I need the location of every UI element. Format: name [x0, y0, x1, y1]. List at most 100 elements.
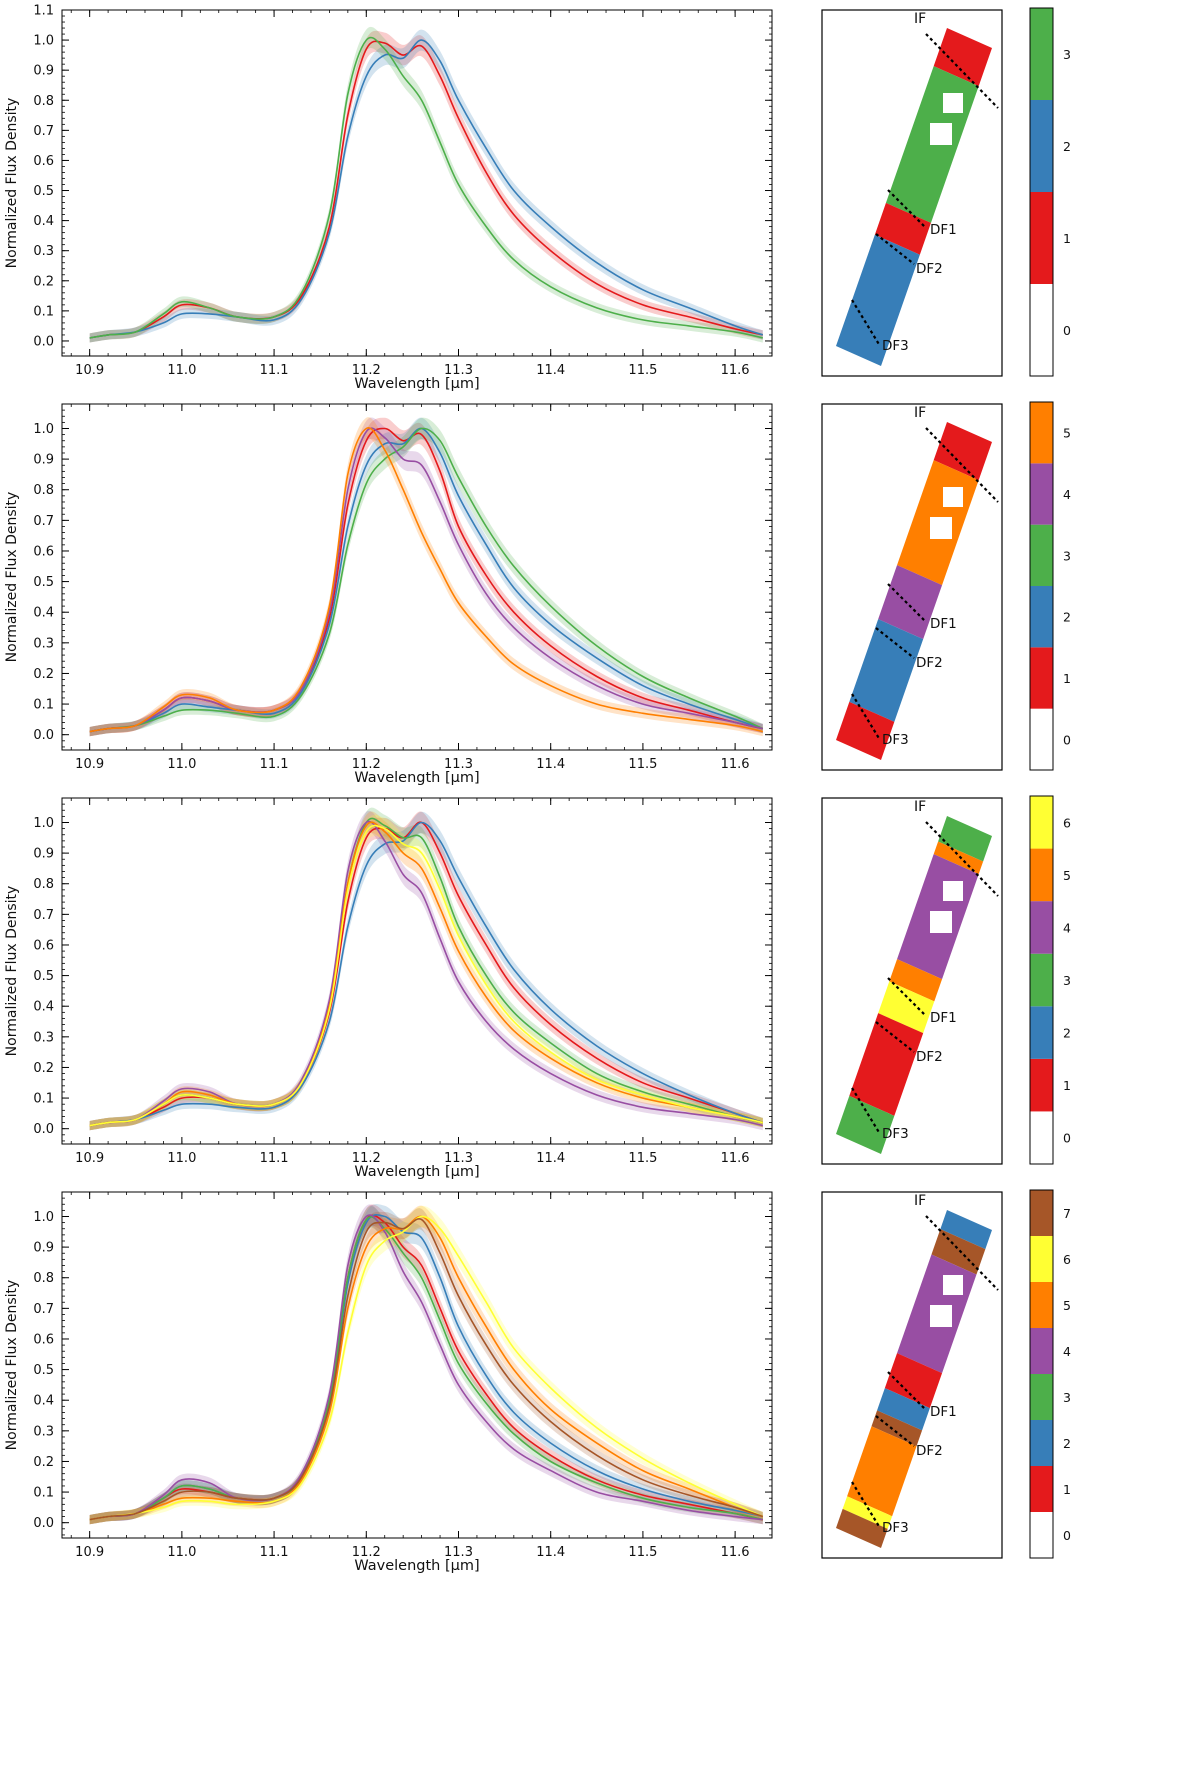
colorbar-label: 2 [1063, 610, 1071, 625]
colorbar-segment-3 [1030, 524, 1053, 586]
x-tick-label: 11.4 [536, 1151, 565, 1166]
series-line-5 [89, 427, 763, 733]
map-label-df1: DF1 [930, 616, 957, 632]
series-band-3 [89, 417, 763, 737]
x-tick-label: 11.1 [260, 1151, 289, 1166]
map-region-6 [847, 1426, 917, 1517]
map-mask [930, 517, 952, 539]
colorbar-label: 2 [1063, 139, 1071, 154]
colorbar-segment-4 [1030, 901, 1053, 954]
y-tick-label: 0.9 [33, 847, 54, 862]
y-tick-label: 0.1 [33, 698, 54, 713]
colorbar-segment-6 [1030, 1236, 1053, 1282]
colorbar-frame [1029, 1189, 1054, 1559]
map-region-4 [877, 1388, 930, 1431]
series-line-2 [89, 39, 764, 339]
colorbar-segment-5 [1030, 1282, 1053, 1328]
y-tick-label: 0.7 [33, 514, 54, 529]
x-tick-label: 11.1 [260, 363, 289, 378]
colorbar-frame [1029, 7, 1054, 377]
series-line-4 [89, 1214, 763, 1521]
y-tick-label: 0.7 [33, 124, 54, 139]
colorbar-label: 4 [1063, 920, 1071, 935]
front-line-df2 [875, 1021, 915, 1053]
x-tick-label: 11.3 [444, 1545, 473, 1560]
map-label-if: IF [914, 11, 926, 27]
colorbar-label: 6 [1063, 1252, 1071, 1267]
plot-area [61, 9, 773, 357]
colorbar-label: 2 [1063, 1436, 1071, 1451]
front-line-df3 [851, 1087, 881, 1135]
y-axis-label: Normalized Flux Density [4, 1280, 20, 1451]
x-tick-label: 11.3 [444, 363, 473, 378]
map-region-3 [836, 234, 920, 366]
x-tick-label: 11.0 [167, 1545, 196, 1560]
colorbar-frame [1029, 401, 1054, 771]
y-tick-label: 0.3 [33, 1424, 54, 1439]
y-tick-label: 0.6 [33, 154, 54, 169]
front-line-df1 [887, 583, 927, 623]
front-line-df1 [887, 189, 927, 229]
y-tick-label: 0.2 [33, 1455, 54, 1470]
series-line-2 [89, 821, 764, 1127]
y-tick-label: 0.5 [33, 575, 54, 590]
series-band-1 [89, 1204, 763, 1525]
y-tick-label: 0.1 [33, 1486, 54, 1501]
colorbar-segment-1 [1030, 647, 1053, 709]
y-tick-label: 0.9 [33, 64, 54, 79]
map-mask [930, 1305, 952, 1327]
y-tick-label: 0.5 [33, 184, 54, 199]
y-tick-label: 0.2 [33, 274, 54, 289]
colorbar-segment-3 [1030, 8, 1053, 100]
map-region-0 [940, 1210, 992, 1250]
map-label-df1: DF1 [930, 1010, 957, 1026]
colorbar-label: 3 [1063, 47, 1071, 62]
y-tick-label: 0.7 [33, 908, 54, 923]
colorbar-segment-2 [1030, 100, 1053, 192]
y-tick-label: 0.8 [33, 94, 54, 109]
colorbar-segment-0 [1030, 708, 1053, 770]
x-tick-label: 11.6 [721, 1151, 750, 1166]
series-line-1 [89, 1214, 763, 1521]
colorbar-label: 0 [1063, 323, 1071, 338]
map-region-6 [836, 1095, 895, 1154]
map-region-3 [884, 1353, 943, 1409]
map-region-0 [933, 422, 992, 481]
colorbar-segment-0 [1030, 284, 1053, 376]
x-tick-label: 11.5 [628, 363, 657, 378]
front-line-df2 [875, 233, 915, 265]
x-tick-label: 11.2 [352, 1545, 381, 1560]
colorbar-segment-5 [1030, 402, 1053, 464]
y-tick-label: 0.3 [33, 636, 54, 651]
y-axis-label: Normalized Flux Density [4, 98, 20, 269]
series-line-6 [89, 824, 763, 1127]
y-tick-label: 1.0 [33, 816, 54, 831]
colorbar-label: 5 [1063, 426, 1071, 441]
map-label-df1: DF1 [930, 1404, 957, 1420]
x-tick-label: 11.4 [536, 363, 565, 378]
map-label-df2: DF2 [916, 261, 943, 277]
series-band-4 [89, 417, 763, 737]
y-tick-label: 0.0 [33, 334, 54, 349]
front-line-df3 [851, 693, 881, 741]
y-tick-label: 0.8 [33, 483, 54, 498]
map-label-if: IF [914, 405, 926, 421]
colorbar-segment-3 [1030, 953, 1053, 1007]
x-tick-label: 10.9 [75, 757, 104, 772]
colorbar-label: 3 [1063, 973, 1071, 988]
colorbar-label: 0 [1063, 1131, 1071, 1146]
x-tick-label: 11.6 [721, 757, 750, 772]
colorbar-segment-4 [1030, 463, 1053, 525]
x-tick-label: 11.0 [167, 1151, 196, 1166]
series-band-5 [89, 1205, 763, 1525]
y-tick-label: 0.2 [33, 667, 54, 682]
colorbar-label: 3 [1063, 548, 1071, 563]
y-tick-label: 0.6 [33, 1332, 54, 1347]
x-tick-label: 11.0 [167, 363, 196, 378]
x-tick-label: 11.5 [628, 1545, 657, 1560]
colorbar-label: 7 [1063, 1206, 1071, 1221]
series-line-4 [89, 820, 763, 1127]
front-line-df3 [851, 299, 881, 347]
colorbar-segment-0 [1030, 1512, 1053, 1558]
